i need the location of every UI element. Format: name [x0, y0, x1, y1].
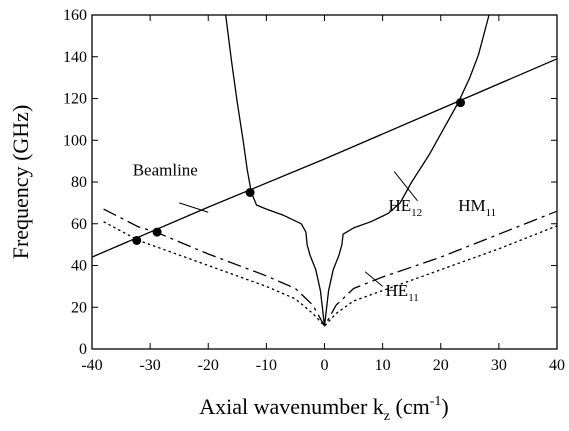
- he11-label-text: HE: [386, 281, 409, 300]
- y-tick-label: 40: [71, 258, 87, 275]
- beamline-label-text: Beamline: [133, 161, 198, 180]
- he12-label-text: HE: [388, 196, 411, 215]
- y-tick-label: 100: [63, 132, 87, 149]
- x-tick-label: -30: [139, 357, 160, 374]
- beamline-pointer: [179, 202, 209, 213]
- he12-label-subscript: 12: [411, 207, 422, 219]
- he12-curve: [225, 14, 326, 327]
- he12-pointer: [393, 171, 418, 202]
- x-tick-label: 40: [549, 357, 565, 374]
- y-tick-label: 0: [79, 341, 87, 358]
- intersection-marker: [245, 187, 255, 197]
- he11-curve: [103, 221, 558, 327]
- y-tick-label: 140: [63, 49, 87, 66]
- intersection-marker: [152, 227, 162, 237]
- y-axis-title: Frequency (GHz): [8, 105, 33, 260]
- he12-label: HE12: [388, 196, 422, 219]
- intersection-marker: [132, 235, 142, 245]
- y-tick-label: 160: [63, 7, 87, 24]
- he11-pointer: [364, 271, 383, 287]
- x-axis-title: Axial wavenumber kz (cm-1): [199, 394, 448, 424]
- x-tick-label: 30: [491, 357, 507, 374]
- hm11-curve: [103, 208, 558, 327]
- hm11-label: HM11: [458, 196, 496, 219]
- he11-label-subscript: 11: [408, 292, 419, 304]
- hm11-label-subscript: 11: [486, 207, 497, 219]
- x-tick-label: -20: [198, 357, 219, 374]
- he12-curve: [323, 14, 490, 327]
- x-tick-label: 20: [433, 357, 449, 374]
- axis-ticks: -40 -30 -20 -10 0 10 20 30 40 0 20 40 60 80 100 120 140 1…: [63, 7, 565, 374]
- plot-frame: [91, 14, 558, 350]
- y-tick-label: 20: [71, 299, 87, 316]
- x-tick-label: -40: [81, 357, 102, 374]
- y-tick-label: 120: [63, 91, 87, 108]
- curves-layer: [91, 14, 558, 327]
- beamline-curve: [91, 58, 558, 258]
- x-tick-label: 10: [375, 357, 391, 374]
- he11-label: HE11: [386, 281, 419, 304]
- y-tick-label: 60: [71, 216, 87, 233]
- x-tick-label: -10: [256, 357, 277, 374]
- markers-layer: [132, 98, 466, 245]
- x-tick-label: 0: [321, 357, 329, 374]
- y-tick-label: 80: [71, 174, 87, 191]
- hm11-label-text: HM: [458, 196, 485, 215]
- beamline-label: Beamline: [133, 161, 198, 180]
- intersection-marker: [456, 98, 466, 108]
